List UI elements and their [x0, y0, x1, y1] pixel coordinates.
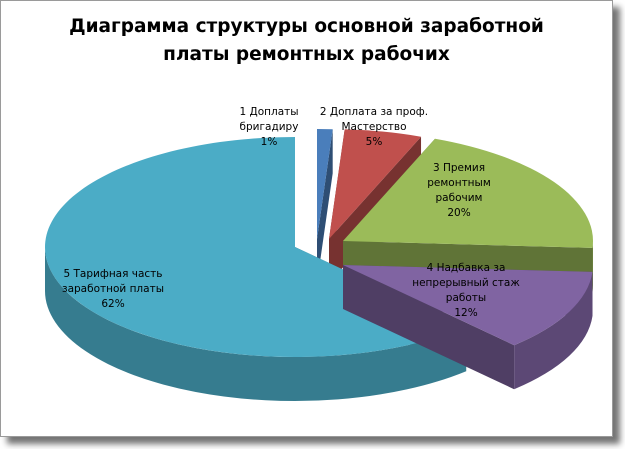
slice-3-top	[343, 138, 594, 248]
slice-2-top	[329, 129, 422, 239]
slice-3-label-line: 3 Премия	[433, 162, 485, 174]
slice-1-top	[317, 129, 333, 239]
slice-4-wall-2	[343, 265, 515, 390]
slice-1-label-line: бригадиру	[240, 121, 299, 133]
chart-title: Диаграмма структуры основной заработной …	[1, 13, 612, 69]
slice-4-label: 4 Надбавка за непрерывный стаж работы 12%	[412, 262, 520, 319]
slice-3-label-line: ремонтным	[427, 177, 491, 189]
slice-1-label: 1 Доплаты бригадиру 1%	[239, 106, 298, 148]
slice-4-label-line: работы	[446, 292, 486, 304]
slice-5-label-line: 5 Тарифная часть	[63, 268, 162, 280]
slice-5-side	[45, 247, 467, 402]
chart-title-line-1: Диаграмма структуры основной заработной	[69, 16, 544, 37]
pie-chart: 1 Доплаты бригадиру 1% 2 Доплата за проф. Ма…	[45, 106, 594, 402]
slice-3-label-line: рабочим	[436, 192, 483, 204]
slice-2-percent: 5%	[366, 136, 383, 148]
slice-5-label: 5 Тарифная часть заработной платы 62%	[62, 268, 164, 310]
chart-title-line-2: платы ремонтных рабочих	[163, 44, 450, 65]
slice-3-label: 3 Премия ремонтным рабочим 20%	[427, 162, 491, 219]
slice-1-label-line: 1 Доплаты	[239, 106, 298, 118]
slice-2-label: 2 Доплата за проф. Мастерство 5%	[320, 106, 428, 148]
slice-4-label-line: 4 Надбавка за	[427, 262, 506, 274]
slice-3-percent: 20%	[447, 207, 470, 219]
slice-5-label-line: заработной платы	[62, 283, 164, 295]
pie-slice-1	[317, 129, 333, 283]
slice-2-label-line: Мастерство	[341, 121, 406, 133]
slice-4-percent: 12%	[454, 307, 477, 319]
slice-1-percent: 1%	[261, 136, 278, 148]
slice-4-top	[343, 265, 593, 346]
pie-slice-4	[343, 265, 593, 390]
slice-4-side	[514, 271, 593, 390]
chart-frame: Диаграмма структуры основной заработной …	[0, 0, 613, 437]
slice-2-label-line: 2 Доплата за проф.	[320, 106, 428, 118]
slice-4-label-line: непрерывный стаж	[412, 277, 520, 289]
slice-1-wall-2	[317, 129, 333, 283]
slice-5-percent: 62%	[101, 298, 124, 310]
